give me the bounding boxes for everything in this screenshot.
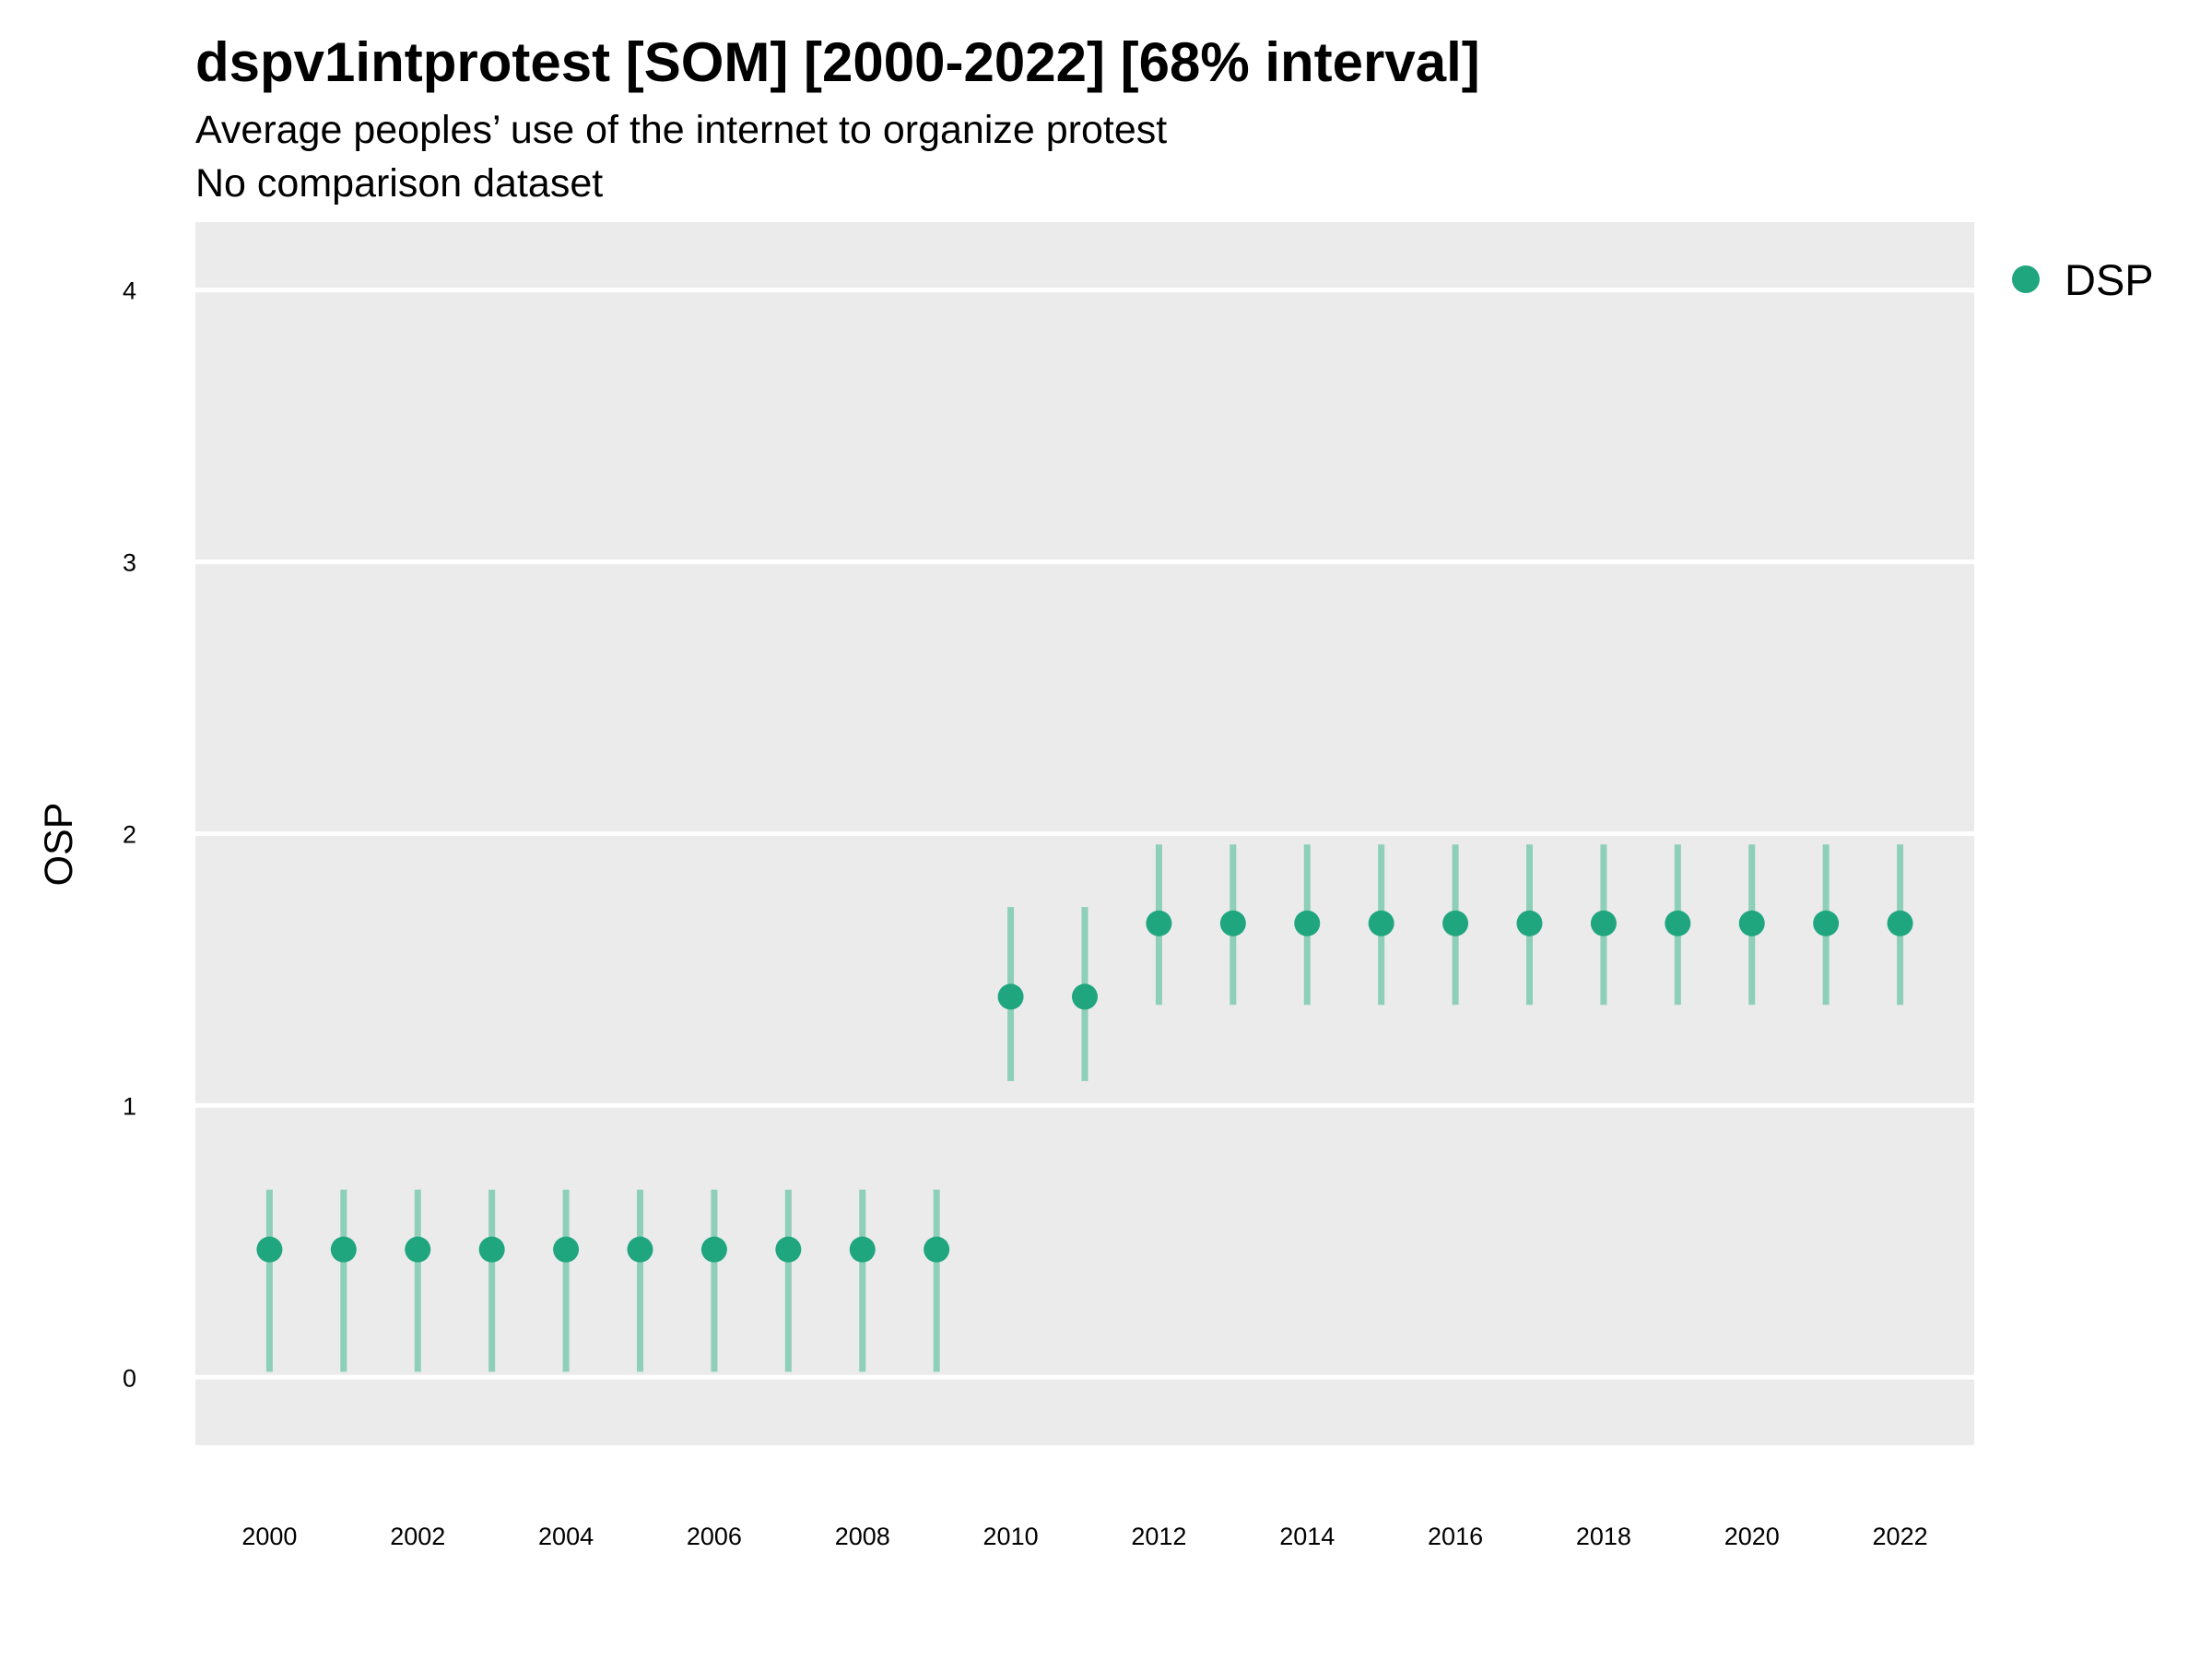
point-2016	[1442, 910, 1469, 936]
point-2004	[553, 1236, 580, 1263]
point-2006	[700, 1236, 727, 1263]
point-2011	[1072, 983, 1098, 1010]
point-2012	[1146, 910, 1172, 936]
point-2017	[1516, 910, 1543, 936]
chart-title: dspv1intprotest [SOM] [2000-2022] [68% i…	[195, 31, 1480, 93]
x-tick-label-2022: 2022	[1873, 1523, 1928, 1550]
y-tick-label-1: 1	[123, 1092, 136, 1120]
x-tick-label-2004: 2004	[538, 1523, 594, 1550]
point-2001	[330, 1236, 357, 1263]
y-axis-ticks: 0 1 2 3 4	[123, 277, 136, 1393]
point-2007	[775, 1236, 802, 1263]
point-2014	[1294, 910, 1321, 936]
point-2003	[478, 1236, 505, 1263]
x-tick-label-2006: 2006	[687, 1523, 742, 1550]
point-2019	[1665, 910, 1691, 936]
y-tick-label-3: 3	[123, 549, 136, 577]
x-tick-label-2010: 2010	[983, 1523, 1039, 1550]
chart-subtitle: Average peoples’ use of the internet to …	[195, 108, 1168, 152]
x-tick-label-2014: 2014	[1279, 1523, 1335, 1550]
point-2005	[627, 1236, 653, 1263]
point-2021	[1813, 910, 1840, 936]
point-2013	[1219, 910, 1246, 936]
legend-swatch-dsp	[2012, 265, 2040, 293]
x-axis-ticks: 2000 2002 2004 2006 2008 2010 2012 2014 2016 2018…	[241, 1523, 1927, 1550]
legend: DSP	[2012, 255, 2154, 304]
point-2015	[1368, 910, 1394, 936]
x-tick-label-2016: 2016	[1428, 1523, 1483, 1550]
x-tick-label-2002: 2002	[390, 1523, 445, 1550]
y-tick-label-4: 4	[123, 277, 136, 305]
point-2018	[1590, 910, 1617, 936]
y-tick-label-2: 2	[123, 821, 136, 849]
data-marks	[256, 844, 1913, 1372]
x-tick-label-2008: 2008	[835, 1523, 890, 1550]
point-2002	[405, 1236, 431, 1263]
y-axis-label: OSP	[37, 803, 81, 887]
legend-label-dsp: DSP	[2065, 255, 2154, 304]
y-tick-label-0: 0	[123, 1364, 136, 1392]
x-tick-label-2000: 2000	[241, 1523, 297, 1550]
point-2010	[997, 983, 1024, 1010]
point-2022	[1887, 910, 1913, 936]
point-2009	[924, 1236, 950, 1263]
x-tick-label-2018: 2018	[1576, 1523, 1631, 1550]
point-2000	[256, 1236, 283, 1263]
gridlines	[195, 288, 1974, 1380]
chart-subtitle-comparison: No comparison dataset	[195, 161, 604, 206]
point-2008	[849, 1236, 876, 1263]
x-tick-label-2012: 2012	[1131, 1523, 1186, 1550]
x-tick-label-2020: 2020	[1724, 1523, 1780, 1550]
point-2020	[1738, 910, 1765, 936]
